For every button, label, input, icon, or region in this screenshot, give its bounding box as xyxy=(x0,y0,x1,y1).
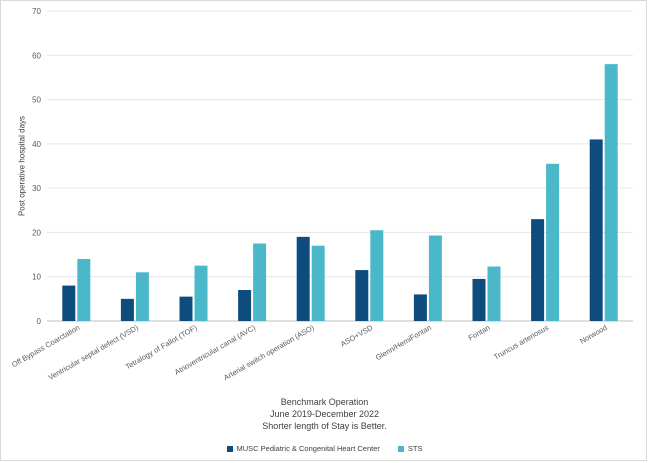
bar-musc xyxy=(238,290,252,321)
gridlines xyxy=(47,10,633,322)
legend: MUSC Pediatric & Congenital Heart Center… xyxy=(0,444,649,453)
bar-sts xyxy=(194,265,208,321)
legend-item-musc: MUSC Pediatric & Congenital Heart Center xyxy=(226,444,380,453)
y-tick-label: 50 xyxy=(32,96,41,105)
bar-musc xyxy=(62,285,76,321)
bar-musc xyxy=(296,236,310,321)
x-tick-label: ASO+VSD xyxy=(339,323,375,349)
bar-sts xyxy=(370,230,384,321)
bar-sts xyxy=(77,259,91,321)
x-tick-label: Truncus arteriosus xyxy=(492,323,550,362)
y-tick-label: 40 xyxy=(32,140,41,149)
legend-swatch-sts xyxy=(397,445,404,452)
date-range-caption: June 2019-December 2022 xyxy=(269,409,380,419)
y-tick-label: 70 xyxy=(32,7,41,16)
y-tick-label: 0 xyxy=(37,317,42,326)
legend-label-sts: STS xyxy=(407,444,423,453)
x-axis-label: Benchmark Operation xyxy=(280,397,369,407)
bar-musc xyxy=(355,270,369,321)
x-tick-label: Fontan xyxy=(467,323,492,342)
y-axis-label: Post operative hospital days xyxy=(17,115,27,217)
y-tick-label: 10 xyxy=(32,273,41,282)
legend-label-musc: MUSC Pediatric & Congenital Heart Center xyxy=(236,444,380,453)
y-tick-labels: 0 10 20 30 40 50 60 70 xyxy=(32,7,41,326)
legend-swatch-musc xyxy=(226,445,233,452)
bar-sts xyxy=(546,163,560,321)
bar-musc xyxy=(589,139,603,321)
x-tick-label: Norwood xyxy=(578,323,608,346)
bar-sts xyxy=(135,272,149,321)
bars xyxy=(62,64,618,322)
bar-musc xyxy=(413,294,427,321)
bar-musc xyxy=(472,278,486,321)
bar-musc xyxy=(531,219,545,321)
y-tick-label: 20 xyxy=(32,228,41,237)
legend-item-sts: STS xyxy=(397,444,423,453)
bar-sts xyxy=(428,235,442,321)
bar-sts xyxy=(253,243,267,321)
y-tick-label: 30 xyxy=(32,184,41,193)
bar-sts xyxy=(311,245,325,321)
bar-musc xyxy=(179,296,193,321)
y-tick-label: 60 xyxy=(32,51,41,60)
x-tick-label: Glenn/HemiFontan xyxy=(374,323,433,362)
bar-sts xyxy=(487,266,501,321)
bar-musc xyxy=(120,298,134,321)
note-caption: Shorter length of Stay is Better. xyxy=(262,421,387,431)
bar-sts xyxy=(604,64,618,322)
